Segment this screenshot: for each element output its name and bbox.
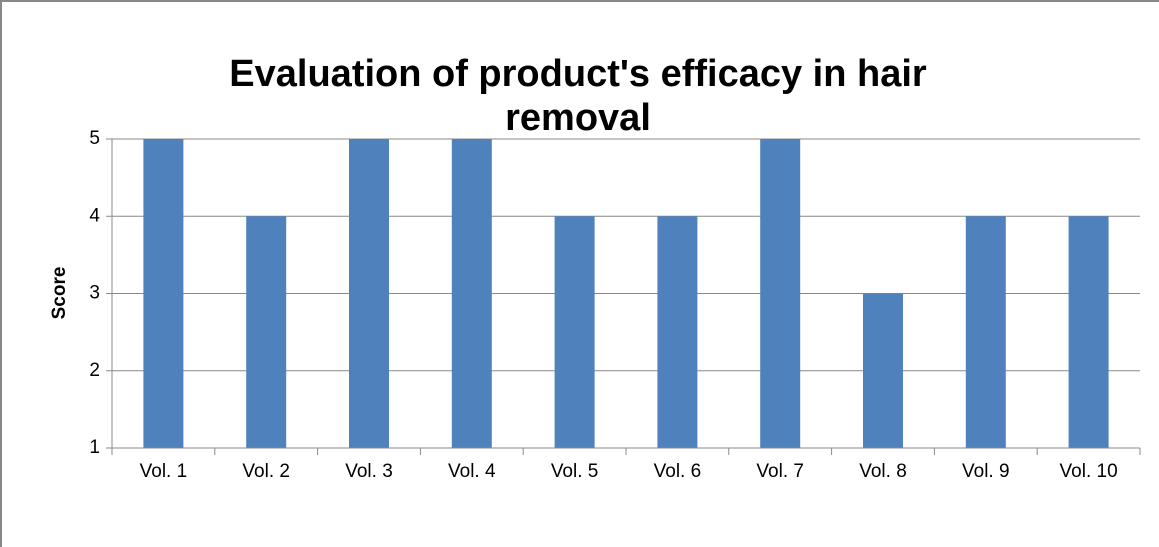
x-tick-label: Vol. 3 [345,461,393,482]
x-tick-label: Vol. 2 [242,461,290,482]
bar [657,216,698,448]
bar [554,216,595,448]
bar [863,293,903,448]
chart-title: Evaluation of product's efficacy in hair… [229,53,927,139]
x-tick-label: Vol. 10 [1060,461,1118,482]
y-tick-label: 2 [89,360,100,381]
y-tick-label: 5 [89,128,100,149]
x-tick-label: Vol. 6 [654,461,702,482]
y-tick-label: 1 [89,437,100,458]
bar [451,139,492,448]
bar [965,216,1006,448]
bar [143,139,184,448]
x-tick-label: Vol. 7 [756,461,804,482]
y-tick-label: 4 [89,205,100,226]
bar [1068,216,1109,448]
x-tick-label: Vol. 5 [551,461,599,482]
x-tick-label: Vol. 1 [140,461,188,482]
x-tick-label: Vol. 4 [448,461,496,482]
bar [760,139,801,448]
x-tick-label: Vol. 9 [962,461,1010,482]
bar [246,216,287,448]
y-axis-label: Score [49,267,70,320]
x-tick-label: Vol. 8 [859,461,907,482]
y-tick-label: 3 [89,283,100,304]
bar [349,139,389,448]
